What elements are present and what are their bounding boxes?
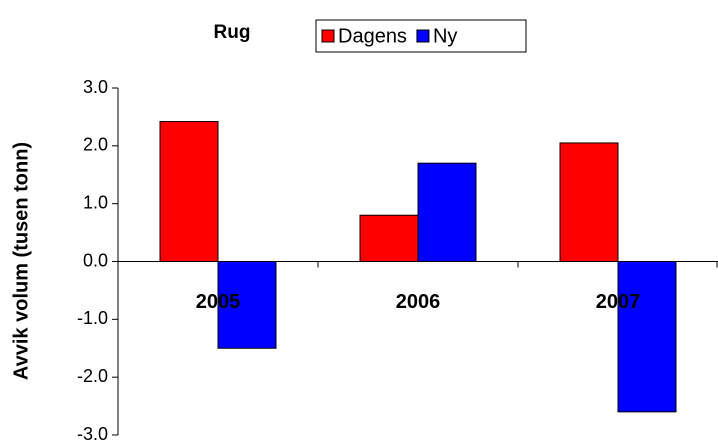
x-tick-label: 2005: [196, 291, 241, 313]
y-tick-label: 2.0: [83, 135, 108, 155]
bar: [217, 261, 277, 349]
y-tick-label: 1.0: [83, 192, 108, 212]
bar: [359, 214, 419, 263]
y-tick-label: 3.0: [83, 77, 108, 97]
bar: [417, 162, 477, 262]
chart-title: Rug: [214, 22, 251, 43]
legend-label: Dagens: [338, 25, 407, 47]
bar: [617, 261, 677, 413]
y-tick-label: -1.0: [77, 308, 108, 328]
bar: [559, 142, 619, 262]
x-tick-label: 2007: [596, 291, 641, 313]
legend-swatch: [416, 29, 430, 43]
y-axis-label: Avvik volum (tusen tonn): [10, 142, 32, 380]
y-tick-label: -3.0: [77, 424, 108, 444]
y-tick-label: 0.0: [83, 250, 108, 270]
bar: [159, 121, 219, 262]
legend-box: [315, 19, 527, 53]
legend-label: Ny: [433, 25, 457, 47]
y-tick-label: -2.0: [77, 366, 108, 386]
legend-swatch: [321, 29, 335, 43]
x-tick-label: 2006: [396, 291, 441, 313]
